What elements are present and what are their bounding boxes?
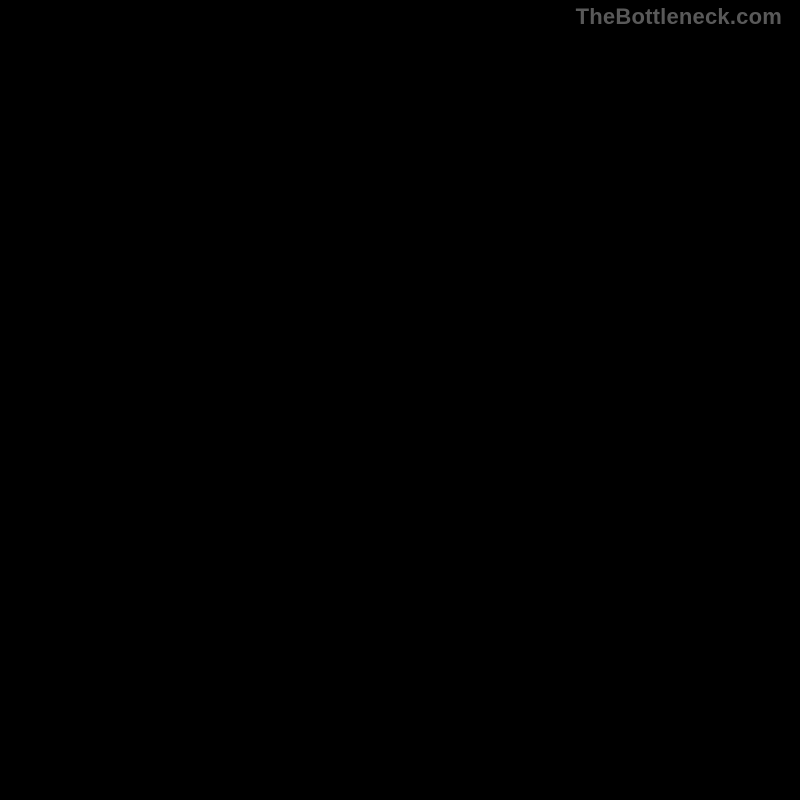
heatmap-plot <box>20 30 780 790</box>
watermark-text: TheBottleneck.com <box>576 4 782 30</box>
heatmap-canvas <box>20 30 780 790</box>
root-container: TheBottleneck.com <box>0 0 800 800</box>
